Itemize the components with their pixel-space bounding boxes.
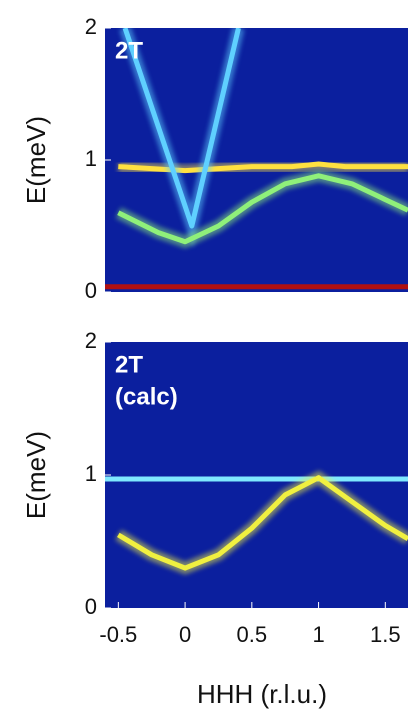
panel-label: 2T: [115, 351, 143, 378]
plot-background: [105, 28, 408, 292]
y-tick-label: 0: [85, 278, 97, 303]
x-tick-label: 0.5: [237, 622, 268, 647]
y-tick-label: 2: [85, 328, 97, 353]
panel-label: (calc): [115, 383, 178, 410]
y-tick-label: 0: [85, 594, 97, 619]
y-tick-label: 2: [85, 14, 97, 39]
x-axis-label: HHH (r.l.u.): [197, 679, 327, 709]
y-axis-label: E(meV): [21, 116, 51, 204]
x-tick-label: 1: [312, 622, 324, 647]
x-tick-label: 1.5: [370, 622, 401, 647]
x-tick-label: 0: [179, 622, 191, 647]
x-tick-label: -0.5: [99, 622, 137, 647]
y-axis-label: E(meV): [21, 431, 51, 519]
y-tick-label: 1: [85, 461, 97, 486]
panel-label: 2T: [115, 37, 143, 64]
figure: 0122TE(meV)012-0.500.511.52T(calc)E(meV)…: [0, 0, 408, 727]
y-tick-label: 1: [85, 146, 97, 171]
